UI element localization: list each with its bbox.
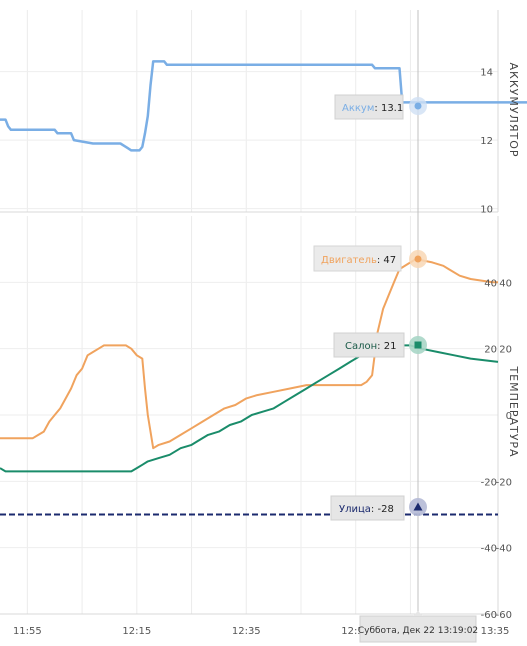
cabin-tooltip-label: Салон xyxy=(345,341,377,352)
temperature-y-tick-secondary: 40 xyxy=(484,278,497,289)
x-tick: 12:35 xyxy=(232,626,261,637)
cabin-tooltip: Салон: 21 xyxy=(333,332,427,358)
temperature-y-tick: -60 xyxy=(496,610,512,621)
temperature-y-tick-secondary: 20 xyxy=(484,345,497,356)
x-tick: 11:55 xyxy=(13,626,42,637)
temperature-y-tick: -40 xyxy=(496,544,512,555)
engine-tooltip-label: Двигатель xyxy=(321,255,377,266)
battery-y-tick: 12 xyxy=(480,136,493,147)
x-tick: 12:15 xyxy=(122,626,151,637)
svg-text:Улица: -28: Улица: -28 xyxy=(339,504,394,515)
temperature-y-tick-secondary: -20 xyxy=(481,477,497,488)
crosshair-time-text: Суббота, Дек 22 13:19:02 xyxy=(358,626,478,636)
battery-tooltip: Аккум: 13.1 xyxy=(334,94,427,120)
x-tick: 12:55 xyxy=(341,626,370,637)
temperature-y-tick: 40 xyxy=(499,278,512,289)
svg-text:Аккум: 13.1: Аккум: 13.1 xyxy=(342,103,403,114)
temperature-y-tick: 20 xyxy=(499,345,512,356)
battery-axis-title: АККУМУЛЯТОР xyxy=(507,63,520,158)
engine-tooltip: Двигатель: 47 xyxy=(313,245,427,272)
x-axis-ticks: 11:55 12:15 12:35 12:55 13:35 xyxy=(13,626,509,637)
temperature-y-tick: -20 xyxy=(496,477,512,488)
battery-series-line xyxy=(0,60,527,152)
svg-text:Салон: 21: Салон: 21 xyxy=(345,341,396,352)
battery-tooltip-value: 13.1 xyxy=(381,103,403,114)
outside-tooltip: Улица: -28 xyxy=(330,495,427,521)
temperature-y-tick: 0 xyxy=(506,411,512,422)
temperature-axis-title: ТЕМПЕРАТУРА xyxy=(507,365,520,457)
engine-temp-series-line xyxy=(0,258,498,450)
battery-y-tick: 14 xyxy=(480,68,493,79)
svg-text:Двигатель: 47: Двигатель: 47 xyxy=(321,255,396,266)
temperature-y-tick-secondary: -60 xyxy=(481,610,497,621)
battery-tooltip-label: Аккум xyxy=(342,103,374,114)
battery-panel: 14 12 10 АККУМУЛЯТОР xyxy=(0,10,527,216)
temperature-y-tick-secondary: -40 xyxy=(481,544,497,555)
outside-tooltip-label: Улица xyxy=(339,504,371,515)
x-tick: 13:35 xyxy=(481,626,510,637)
cabin-tooltip-value: 21 xyxy=(384,341,397,352)
crosshair-time-label: Суббота, Дек 22 13:19:02 xyxy=(358,611,478,643)
engine-tooltip-value: 47 xyxy=(383,255,396,266)
battery-y-tick: 10 xyxy=(480,205,493,216)
outside-tooltip-value: -28 xyxy=(377,504,393,515)
